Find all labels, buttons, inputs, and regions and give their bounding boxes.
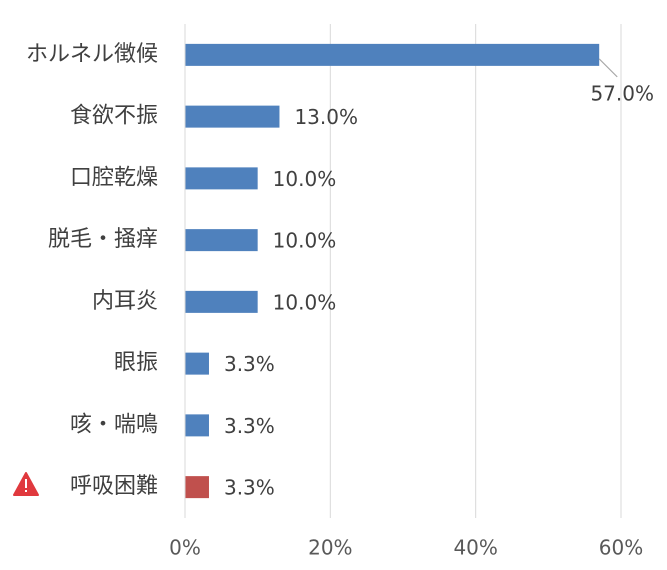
bar bbox=[185, 290, 258, 313]
y-tick-label: 内耳炎 bbox=[92, 289, 158, 314]
y-tick-label: 眼振 bbox=[114, 351, 158, 376]
value-label: 10.0% bbox=[273, 290, 337, 314]
y-tick-label: 口腔乾燥 bbox=[70, 165, 158, 190]
value-label: 10.0% bbox=[273, 229, 337, 253]
value-label: 3.3% bbox=[224, 476, 275, 500]
x-tick-label: 20% bbox=[308, 536, 352, 560]
value-label: 3.3% bbox=[224, 352, 275, 376]
value-label: 3.3% bbox=[224, 414, 275, 438]
bar bbox=[185, 43, 600, 66]
y-tick-label: 呼吸困難 bbox=[70, 474, 158, 499]
value-label: 57.0% bbox=[590, 81, 654, 105]
y-tick-label: ホルネル徴候 bbox=[26, 42, 158, 67]
x-tick-label: 40% bbox=[453, 536, 497, 560]
bar bbox=[185, 352, 209, 375]
bar bbox=[185, 105, 280, 128]
value-label: 13.0% bbox=[294, 105, 358, 129]
bar bbox=[185, 167, 258, 190]
leader-line bbox=[598, 58, 618, 78]
bar bbox=[185, 476, 209, 499]
x-tick-label: 0% bbox=[169, 536, 201, 560]
y-tick-label: 食欲不振 bbox=[70, 104, 158, 129]
y-tick-label: 咳・喘鳴 bbox=[70, 412, 158, 437]
value-label: 10.0% bbox=[273, 167, 337, 191]
x-tick-label: 60% bbox=[599, 536, 643, 560]
bar bbox=[185, 229, 258, 252]
bar bbox=[185, 414, 209, 437]
warning-icon bbox=[13, 472, 39, 496]
y-tick-label: 脱毛・掻痒 bbox=[48, 227, 158, 252]
